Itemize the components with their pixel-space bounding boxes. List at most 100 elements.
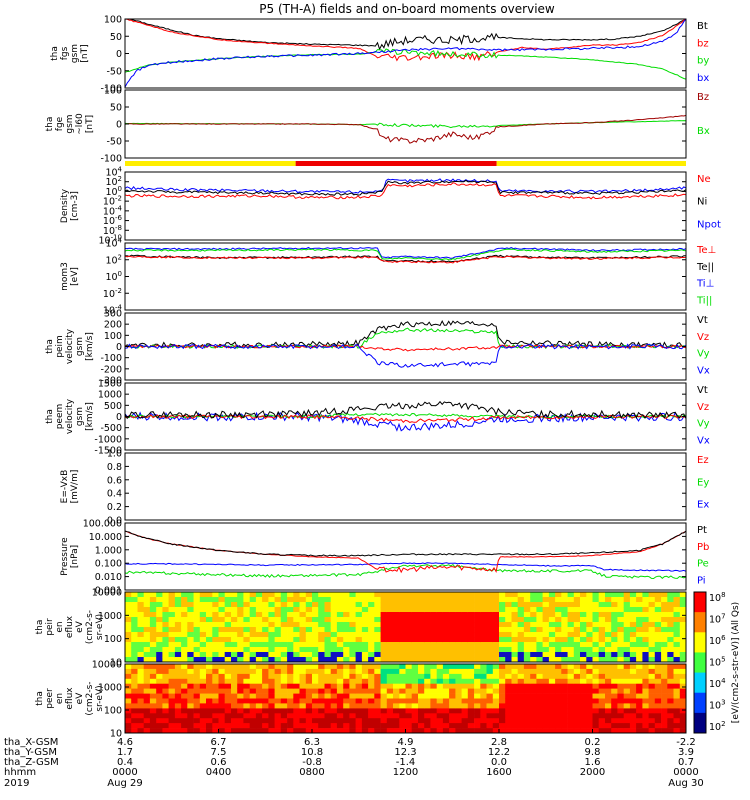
heatmap-cell	[573, 647, 581, 653]
heatmap-cell	[555, 592, 562, 598]
heatmap-cell	[125, 688, 132, 694]
heatmap-cell	[455, 592, 462, 598]
heatmap-cell	[368, 708, 375, 714]
heatmap-cell	[667, 647, 674, 653]
ephemeris-value: 6.3	[304, 737, 320, 748]
heatmap-cell	[586, 657, 593, 663]
heatmap-cell	[605, 664, 612, 670]
heatmap-cell	[661, 693, 668, 699]
heatmap-cell	[611, 693, 618, 699]
heatmap-cell	[523, 728, 531, 734]
heatmap-cell	[555, 617, 562, 623]
heatmap-cell	[480, 703, 487, 709]
heatmap-cell	[679, 698, 687, 704]
heatmap-cell	[592, 728, 600, 734]
heatmap-cell	[430, 617, 437, 623]
heatmap-cell	[654, 703, 662, 709]
heatmap-cell	[361, 723, 369, 729]
heatmap-cell	[330, 664, 338, 670]
heatmap-cell	[499, 668, 506, 675]
heatmap-cell	[455, 622, 462, 628]
heatmap-cell	[149, 607, 157, 613]
heatmap-cell	[274, 657, 282, 663]
heatmap-cell	[411, 637, 419, 643]
heatmap-cell	[131, 678, 138, 685]
heatmap-cell	[405, 652, 413, 658]
heatmap-cell	[523, 617, 531, 623]
heatmap-cell	[318, 698, 325, 704]
heatmap-cell	[268, 612, 275, 618]
colorbar-band	[694, 712, 706, 734]
heatmap-cell	[642, 647, 649, 653]
heatmap-cell	[573, 683, 581, 689]
heatmap-cell	[461, 718, 469, 724]
heatmap-cell	[174, 627, 182, 633]
heatmap-cell	[137, 602, 145, 608]
heatmap-cell	[598, 597, 606, 603]
heatmap-cell	[368, 683, 375, 689]
heatmap-cell	[231, 622, 238, 628]
heatmap-cell	[125, 607, 132, 613]
heatmap-cell	[343, 713, 350, 719]
heatmap-cell	[206, 688, 213, 694]
heatmap-cell	[654, 688, 662, 694]
heatmap-cell	[430, 622, 437, 628]
heatmap-cell	[355, 647, 363, 653]
heatmap-cell	[131, 688, 138, 694]
heatmap-cell	[237, 652, 244, 658]
y-tick-label: 50	[110, 32, 122, 43]
heatmap-cell	[143, 632, 151, 638]
heatmap-cell	[605, 693, 612, 699]
heatmap-cell	[467, 718, 475, 724]
y-axis-label: Pressure	[60, 537, 70, 576]
heatmap-cell	[212, 632, 219, 638]
heatmap-cell	[280, 617, 288, 623]
heatmap-cell	[361, 668, 369, 675]
heatmap-cell	[530, 703, 537, 709]
mode-bar-segment	[295, 161, 497, 166]
heatmap-cell	[355, 607, 363, 613]
heatmap-cell	[237, 678, 244, 685]
heatmap-cell	[461, 668, 469, 675]
legend-entry: Bz	[697, 92, 709, 103]
heatmap-cell	[224, 703, 232, 709]
heatmap-cell	[492, 718, 500, 724]
heatmap-cell	[199, 597, 207, 603]
heatmap-cell	[343, 597, 350, 603]
heatmap-cell	[274, 708, 282, 714]
heatmap-cell	[318, 607, 325, 613]
heatmap-cell	[586, 723, 593, 729]
heatmap-cell	[523, 723, 531, 729]
heatmap-cell	[125, 728, 132, 734]
heatmap-cell	[280, 723, 288, 729]
heatmap-cell	[642, 708, 649, 714]
heatmap-cell	[548, 668, 556, 675]
heatmap-cell	[623, 607, 631, 613]
heatmap-cell	[199, 723, 207, 729]
heatmap-cell	[174, 718, 182, 724]
heatmap-cell	[673, 657, 681, 663]
legend-entry: Vz	[697, 402, 709, 413]
legend-entry: Pe	[697, 559, 709, 570]
heatmap-cell	[480, 622, 487, 628]
heatmap-cell	[455, 668, 462, 675]
heatmap-cell	[231, 708, 238, 714]
heatmap-cell	[249, 642, 257, 648]
heatmap-cell	[486, 627, 494, 633]
heatmap-cell	[212, 708, 219, 714]
heatmap-cell	[218, 673, 226, 680]
heatmap-cell	[343, 607, 350, 613]
heatmap-cell	[299, 698, 307, 704]
heatmap-cell	[355, 612, 363, 618]
heatmap-cell	[667, 664, 674, 670]
heatmap-cell	[349, 688, 356, 694]
heatmap-cell	[424, 632, 431, 638]
heatmap-cell	[349, 642, 356, 648]
heatmap-cell	[667, 698, 674, 704]
heatmap-cell	[168, 683, 176, 689]
heatmap-cell	[131, 597, 138, 603]
heatmap-cell	[474, 647, 481, 653]
heatmap-cell	[442, 728, 450, 734]
heatmap-cell	[212, 627, 219, 633]
